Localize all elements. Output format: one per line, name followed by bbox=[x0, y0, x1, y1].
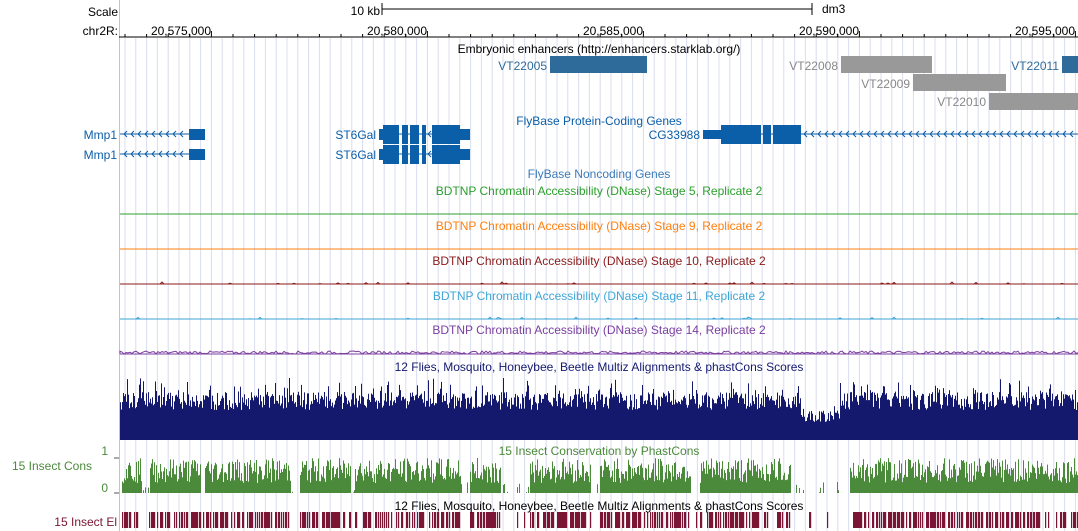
dnase-stage14-title[interactable]: BDTNP Chromatin Accessibility (DNase) St… bbox=[432, 323, 766, 337]
assembly-label: dm3 bbox=[822, 2, 846, 16]
noncoding-track-title[interactable]: FlyBase Noncoding Genes bbox=[527, 167, 671, 181]
enhancer-vt22009-feature bbox=[913, 74, 1006, 91]
base-position-ruler[interactable] bbox=[119, 3, 1078, 38]
ruler-tick-label: 20,590,000 bbox=[798, 24, 859, 38]
dnase-stage11-title[interactable]: BDTNP Chromatin Accessibility (DNase) St… bbox=[432, 289, 766, 303]
ruler-tick-label: 20,595,000 bbox=[1014, 24, 1075, 38]
gene-label-cg33988[interactable]: CG33988 bbox=[648, 128, 700, 142]
strand-arrows bbox=[123, 130, 1074, 158]
cons-track-title[interactable]: 15 Insect Conservation by PhastCons bbox=[498, 444, 700, 458]
chrom-label: chr2R: bbox=[82, 24, 118, 38]
insect-cons-track[interactable] bbox=[114, 457, 1078, 494]
protein-coding-track-title[interactable]: FlyBase Protein-Coding Genes bbox=[516, 114, 682, 128]
ruler-minor-ticks bbox=[124, 31, 1076, 37]
multiz-track-title[interactable]: 12 Flies, Mosquito, Honeybee, Beetle Mul… bbox=[394, 360, 804, 374]
gene-label-mmp1-b[interactable]: Mmp1 bbox=[83, 148, 117, 162]
enhancer-vt22005-feature bbox=[550, 56, 647, 73]
gene-label-mmp1-a[interactable]: Mmp1 bbox=[83, 128, 117, 142]
enhancer-track-title[interactable]: Embryonic enhancers (http://enhancers.st… bbox=[457, 42, 741, 56]
enhancer-vt22008-feature bbox=[841, 56, 932, 73]
ruler-tick-label: 20,575,000 bbox=[150, 24, 211, 38]
enhancer-label-vt22005[interactable]: VT22005 bbox=[498, 59, 547, 73]
elements-side-label[interactable]: 15 Insect El bbox=[54, 515, 117, 529]
gene-st6gal-b bbox=[379, 145, 470, 164]
gene-mmp1-b bbox=[120, 149, 205, 160]
scale-label: Scale bbox=[87, 5, 118, 19]
enhancer-track[interactable] bbox=[550, 56, 1078, 110]
enhancer-vt22010-feature bbox=[989, 93, 1078, 110]
gene-cg33988 bbox=[703, 125, 1078, 144]
dnase-stage5-title[interactable]: BDTNP Chromatin Accessibility (DNase) St… bbox=[435, 184, 763, 198]
multiz-conservation-track[interactable] bbox=[120, 378, 1078, 440]
cons-y-max: 1 bbox=[101, 444, 108, 458]
gene-st6gal-a bbox=[379, 125, 470, 144]
gene-label-st6gal-a[interactable]: ST6Gal bbox=[335, 128, 376, 142]
cons-y-min: 0 bbox=[101, 481, 108, 495]
dnase-tracks[interactable] bbox=[119, 213, 1078, 355]
gene-label-st6gal-b[interactable]: ST6Gal bbox=[335, 148, 376, 162]
protein-coding-track[interactable] bbox=[120, 125, 1078, 164]
enhancer-label-vt22011[interactable]: VT22011 bbox=[1011, 59, 1059, 73]
gene-mmp1-a bbox=[120, 129, 205, 140]
dnase-stage9-title[interactable]: BDTNP Chromatin Accessibility (DNase) St… bbox=[435, 219, 763, 233]
enhancer-label-vt22009[interactable]: VT22009 bbox=[861, 77, 910, 91]
elements-track-title[interactable]: 12 Flies, Mosquito, Honeybee, Beetle Mul… bbox=[394, 499, 804, 513]
scale-bar-text: 10 kb bbox=[350, 4, 380, 18]
ruler-tick-label: 20,585,000 bbox=[582, 24, 643, 38]
insect-elements-track[interactable] bbox=[122, 512, 1078, 528]
enhancer-vt22011-feature bbox=[1062, 56, 1078, 73]
dnase-stage10-title[interactable]: BDTNP Chromatin Accessibility (DNase) St… bbox=[432, 254, 766, 268]
ruler-tick-label: 20,580,000 bbox=[366, 24, 427, 38]
cons-side-label[interactable]: 15 Insect Cons bbox=[11, 459, 92, 473]
enhancer-label-vt22008[interactable]: VT22008 bbox=[789, 59, 838, 73]
enhancer-label-vt22010[interactable]: VT22010 bbox=[937, 95, 986, 109]
